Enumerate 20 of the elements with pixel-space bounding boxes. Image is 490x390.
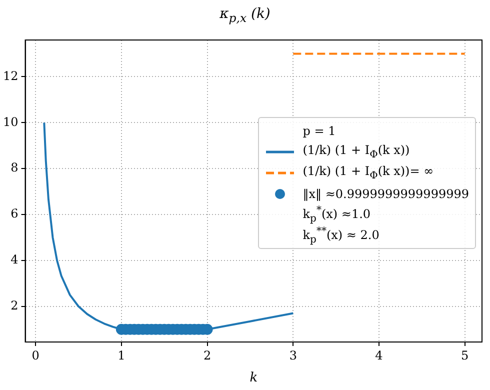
y-tick-label: 8 [10,160,18,175]
legend-label: (1/k) (1 + I$_{Φ}$(k x)) [302,142,410,160]
legend-title: p = 1 [302,124,336,138]
y-tick-label: 12 [2,68,18,83]
x-tick-label: 0 [32,348,40,362]
legend-label: (1/k) (1 + I$_{Φ}$(k x))= ∞ [302,164,434,182]
y-tick-label: 2 [10,298,18,313]
chart-title: κ$_{p,x}$ (k) [218,6,272,25]
x-axis-title: k [250,370,258,386]
x-tick-label: 5 [461,348,469,362]
x-tick-label: 4 [375,348,384,362]
annotation: k$_{p}$$^{*}$(x) ≈1.0 [302,204,371,224]
x-tick-label: 2 [203,348,212,362]
y-tick-label: 6 [10,206,18,221]
y-tick-label: 10 [2,114,18,129]
y-tick-label: 4 [10,252,19,267]
annotation: k$_{p}$$^{**}$(x) ≈ 2.0 [302,226,380,246]
x-tick-label: 1 [118,348,126,362]
legend-label: ‖x‖ ≈0.9999999999999999 [302,186,469,200]
x-tick-label: 3 [289,348,297,362]
